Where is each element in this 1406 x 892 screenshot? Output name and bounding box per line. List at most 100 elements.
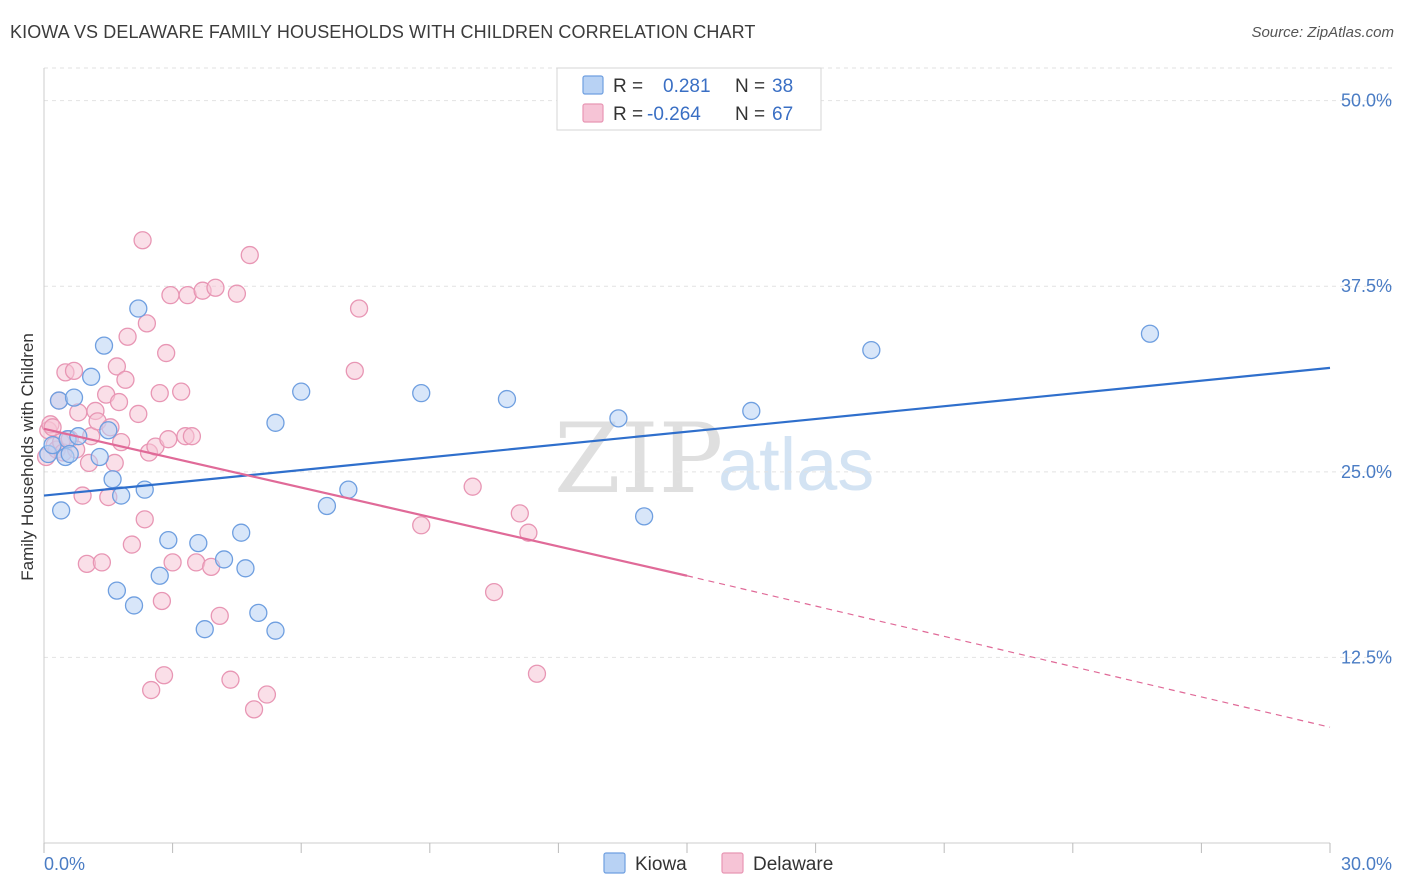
point-delaware: [210, 606, 229, 625]
point-delaware: [519, 523, 538, 542]
watermark-zip: ZIP: [554, 403, 723, 515]
trend-lines: [43, 366, 1331, 728]
point-kiowa: [742, 401, 761, 421]
point-delaware: [157, 343, 176, 363]
point-kiowa: [609, 409, 628, 428]
point-kiowa: [412, 383, 431, 403]
y-tick-label: 37.5%: [1341, 276, 1392, 296]
point-delaware: [510, 504, 529, 523]
point-kiowa: [232, 523, 251, 542]
chart-source: Source: ZipAtlas.com: [1251, 24, 1394, 41]
point-kiowa: [214, 550, 234, 569]
point-kiowa: [497, 389, 517, 409]
point-delaware: [122, 535, 142, 554]
y-tick-label: 25.0%: [1341, 462, 1392, 482]
point-delaware: [412, 516, 431, 535]
series-legend: Kiowa Delaware: [603, 852, 833, 875]
point-kiowa: [94, 336, 114, 355]
watermark: ZIP atlas: [554, 403, 874, 515]
point-delaware: [150, 383, 169, 403]
point-kiowa: [107, 581, 127, 600]
y-tick-label: 12.5%: [1341, 647, 1392, 667]
point-delaware: [527, 664, 547, 683]
point-kiowa: [317, 496, 337, 516]
legend-swatch-delaware: [582, 103, 604, 123]
point-delaware: [73, 486, 92, 505]
point-delaware: [206, 278, 225, 297]
series-legend-swatch-delaware: [721, 852, 744, 874]
point-delaware: [137, 314, 157, 333]
point-kiowa: [124, 596, 144, 615]
point-delaware: [345, 361, 364, 381]
point-kiowa: [159, 530, 178, 550]
legend-r-value-kiowa: 0.281: [663, 76, 711, 97]
series-legend-label-delaware: Delaware: [753, 854, 833, 875]
point-delaware: [133, 231, 152, 250]
point-delaware: [163, 553, 182, 572]
point-delaware: [227, 284, 247, 303]
point-delaware: [221, 670, 240, 689]
point-delaware: [92, 553, 112, 572]
point-kiowa: [90, 447, 109, 467]
point-delaware: [64, 361, 84, 381]
x-tick-label-max: 30.0%: [1341, 854, 1392, 874]
point-delaware: [161, 286, 180, 305]
point-delaware: [135, 510, 154, 529]
point-delaware: [240, 245, 259, 265]
point-kiowa: [195, 620, 214, 639]
point-delaware: [244, 700, 264, 719]
x-axis-ticks: [43, 843, 1331, 853]
watermark-atlas: atlas: [718, 423, 874, 506]
point-delaware: [484, 582, 504, 602]
point-delaware: [172, 382, 191, 401]
series-legend-label-kiowa: Kiowa: [635, 854, 687, 875]
legend-r-value-delaware: -0.264: [647, 104, 701, 125]
point-delaware: [257, 685, 277, 704]
trend-line-delaware: [43, 427, 688, 577]
point-delaware: [116, 370, 135, 389]
series-legend-swatch-kiowa: [603, 852, 626, 874]
point-delaware: [77, 554, 97, 574]
legend-r-label-kiowa: R =: [613, 76, 643, 97]
series-kiowa: [39, 299, 1160, 640]
point-kiowa: [236, 559, 255, 578]
point-delaware: [178, 286, 197, 305]
point-kiowa: [49, 391, 69, 410]
legend-n-label-delaware: N =: [735, 104, 765, 125]
x-tick-label-min: 0.0%: [44, 854, 85, 874]
legend-n-label-kiowa: N =: [735, 76, 765, 97]
point-kiowa: [103, 470, 122, 489]
point-kiowa: [64, 388, 84, 407]
trend-line-kiowa: [43, 366, 1331, 497]
point-kiowa: [189, 533, 208, 553]
point-delaware: [129, 404, 148, 424]
point-kiowa: [150, 566, 169, 585]
point-kiowa: [634, 507, 654, 526]
point-delaware: [349, 299, 369, 318]
point-delaware: [107, 357, 127, 376]
point-kiowa: [112, 486, 131, 505]
y-axis-tick-labels: 12.5% 25.0% 37.5% 50.0%: [1341, 91, 1392, 668]
legend-swatch-kiowa: [582, 75, 604, 95]
point-kiowa: [292, 382, 311, 401]
point-kiowa: [99, 421, 118, 440]
legend-n-value-kiowa: 38: [772, 76, 793, 97]
chart-title: KIOWA VS DELAWARE FAMILY HOUSEHOLDS WITH…: [10, 22, 756, 42]
point-kiowa: [249, 603, 268, 623]
point-kiowa: [135, 480, 154, 499]
point-kiowa: [862, 340, 881, 360]
point-delaware: [142, 680, 161, 700]
point-delaware: [182, 427, 202, 446]
correlation-legend: R = 0.281 N = 38 R = -0.264 N = 67: [556, 67, 822, 131]
point-kiowa: [339, 480, 358, 499]
point-delaware: [154, 666, 174, 685]
point-kiowa: [1140, 324, 1160, 343]
point-kiowa: [60, 444, 79, 464]
point-delaware: [109, 392, 129, 412]
point-kiowa: [266, 413, 285, 432]
point-delaware: [152, 591, 172, 611]
point-kiowa: [266, 621, 285, 640]
legend-n-value-delaware: 67: [772, 104, 793, 125]
point-delaware: [43, 418, 62, 437]
